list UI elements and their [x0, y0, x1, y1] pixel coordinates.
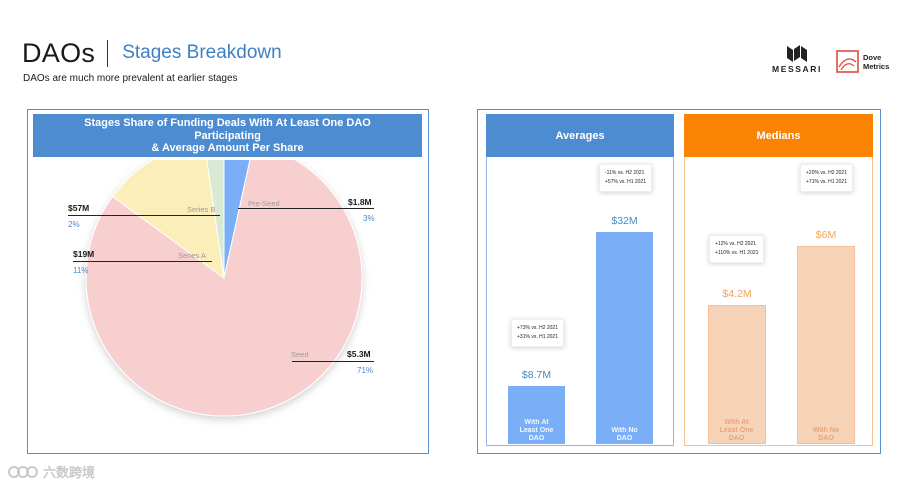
category-line: DAO [528, 435, 545, 442]
seed-stage-label: Seed [291, 350, 309, 359]
preseed-amount-label: $1.8M [348, 197, 372, 207]
category-line: Least One [519, 427, 554, 434]
pie-panel [27, 109, 429, 454]
preseed-stage-label: Pre-Seed [248, 199, 280, 208]
pie-title-line-1: Stages Share of Funding Deals With At Le… [84, 117, 371, 129]
averages-header: Averages [486, 114, 674, 157]
seriesb-stage-label: Series B [187, 205, 216, 214]
title-row: DAOs Stages Breakdown [22, 38, 282, 68]
pie-slice-seed [85, 160, 363, 417]
medians-note-no-dao: +20% vs. H2 2021 +71% vs. H1 2021 [800, 164, 853, 192]
medians-bar-with-dao [708, 305, 766, 444]
category-line: With At [524, 419, 549, 426]
note-line: +73% vs. H2 2021 [517, 325, 558, 331]
seriesb-pct-label: 2% [68, 220, 80, 229]
pie-chart-title: Stages Share of Funding Deals With At Le… [33, 114, 422, 157]
title-separator [107, 39, 109, 67]
dove-logo-line1: Dove [863, 52, 882, 62]
medians-category-no-dao: With No DAO [797, 427, 855, 443]
preseed-leader-line [238, 208, 374, 209]
note-line: +12% vs. H2 2021 [715, 241, 756, 247]
averages-bar-with-dao [508, 386, 565, 444]
section-title: Stages Breakdown [122, 42, 282, 63]
note-line: +110% vs. H1 2021 [715, 250, 759, 256]
messari-mark-icon [787, 45, 807, 62]
pie-title-line-3: & Average Amount Per Share [151, 142, 304, 154]
pie-chart [85, 160, 363, 417]
medians-value-no-dao: $6M [815, 229, 837, 241]
seriesb-amount-label: $57M [68, 203, 90, 213]
dove-mark-icon [836, 50, 859, 73]
page-title: DAOs [22, 37, 96, 68]
averages-value-no-dao: $32M [611, 215, 638, 227]
bars-panel [477, 109, 881, 454]
dove-metrics-logo: Dove Metrics [836, 50, 889, 73]
seed-amount-label: $5.3M [347, 349, 371, 359]
averages-box [486, 157, 674, 446]
averages-bar-no-dao [596, 232, 653, 444]
pie-slice-series-b [206, 160, 225, 279]
medians-category-with-dao: With At Least One DAO [708, 419, 765, 443]
dove-logo-text: Dove Metrics [863, 53, 889, 71]
averages-category-no-dao: With No DAO [596, 427, 653, 443]
dove-logo-line2: Metrics [863, 61, 890, 71]
messari-logo-text: MESSARI [772, 64, 822, 74]
medians-value-with-dao: $4.2M [722, 288, 752, 300]
averages-note-with-dao: +73% vs. H2 2021 +31% vs. H1 2021 [511, 319, 564, 347]
page-subtitle: DAOs are much more prevalent at earlier … [23, 73, 238, 84]
messari-logo: MESSARI [767, 44, 827, 76]
watermark: 六数跨境 [8, 462, 95, 481]
averages-category-with-dao: With At Least One DAO [508, 419, 565, 443]
seed-leader-line [292, 361, 374, 362]
note-line: +20% vs. H2 2021 [806, 170, 847, 176]
watermark-icon [8, 465, 38, 478]
seriesa-amount-label: $19M [73, 249, 95, 259]
pie-slice-series-a [111, 160, 225, 280]
category-line: DAO [728, 435, 745, 442]
note-line: +71% vs. H1 2021 [806, 179, 847, 185]
averages-note-no-dao: -11% vs. H2 2021 +57% vs. H1 2021 [599, 164, 652, 192]
category-line: DAO [616, 435, 633, 442]
seed-pct-label: 71% [357, 366, 374, 375]
seriesa-leader-line [73, 261, 212, 262]
medians-note-with-dao: +12% vs. H2 2021 +110% vs. H1 2021 [709, 235, 765, 263]
watermark-text: 六数跨境 [43, 465, 96, 480]
seriesa-pct-label: 11% [73, 266, 89, 275]
seriesb-leader-line [68, 215, 220, 216]
note-line: -11% vs. H2 2021 [605, 170, 645, 176]
category-line: With At [724, 419, 749, 426]
preseed-pct-label: 3% [363, 214, 375, 223]
medians-header: Medians [684, 114, 873, 157]
medians-bar-no-dao [797, 246, 855, 444]
seriesa-stage-label: Series A [178, 251, 206, 260]
category-line: Least One [719, 427, 754, 434]
category-line: With No [812, 427, 840, 434]
category-line: With No [611, 427, 638, 434]
category-line: DAO [818, 435, 834, 442]
pie-slice-pre-seed [223, 160, 251, 279]
note-line: +57% vs. H1 2021 [605, 179, 646, 185]
averages-value-with-dao: $8.7M [521, 369, 552, 381]
medians-box [684, 157, 873, 446]
note-line: +31% vs. H1 2021 [517, 334, 558, 340]
pie-title-line-2: Participating [194, 129, 261, 142]
